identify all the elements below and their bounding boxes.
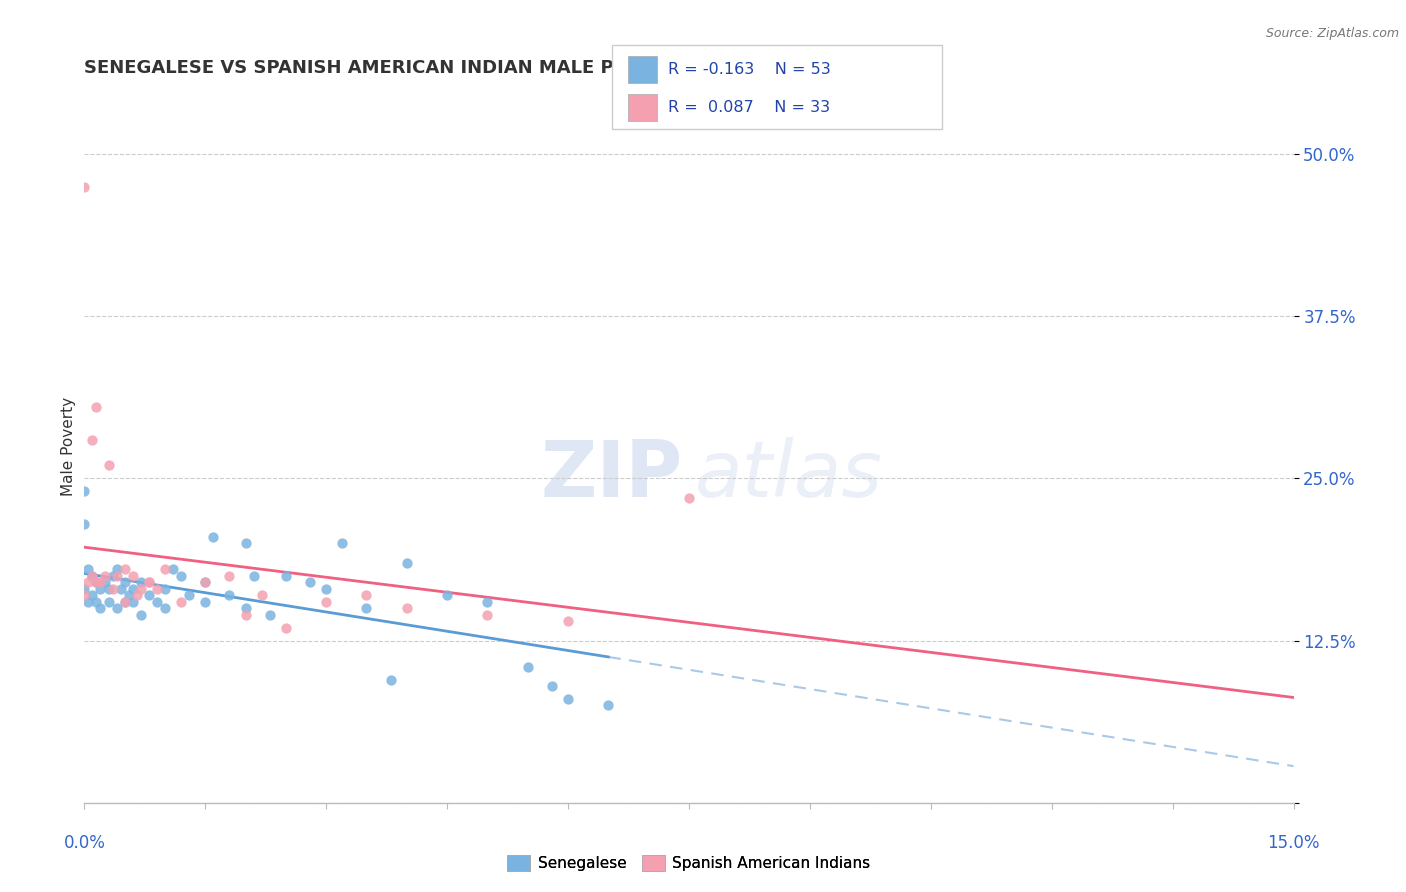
Point [557,614,579,628]
Point [557,692,579,706]
Point [235,607,257,622]
Point [77,595,100,609]
Point [395,556,418,570]
Point [114,575,136,590]
Point [153,582,176,596]
Point [105,562,128,576]
Point [356,601,378,615]
Point [86,575,108,590]
Point [153,562,176,576]
Point [82,433,104,447]
Point [105,601,128,615]
Point [259,607,281,622]
Point [73,588,96,602]
Point [114,595,136,609]
Point [73,582,96,596]
Point [89,582,111,596]
Point [541,679,564,693]
Point [170,568,193,582]
Point [93,575,115,590]
Point [315,595,337,609]
Point [315,582,337,596]
Point [121,595,143,609]
Point [86,575,108,590]
Point [129,575,152,590]
Point [89,575,111,590]
Point [121,568,143,582]
Point [101,582,124,596]
Point [202,530,225,544]
Point [516,659,538,673]
Point [162,562,184,576]
Point [118,588,141,602]
Point [678,491,700,505]
Text: 0.0%: 0.0% [63,834,105,852]
Point [194,575,217,590]
Point [194,575,217,590]
Point [299,575,322,590]
Point [93,568,115,582]
Point [138,588,160,602]
Point [356,588,378,602]
Point [250,588,273,602]
Point [77,562,100,576]
Legend: Senegalese, Spanish American Indians: Senegalese, Spanish American Indians [501,849,877,877]
Point [89,601,111,615]
Point [82,568,104,582]
Point [77,575,100,590]
Point [235,536,257,550]
Point [110,582,132,596]
Point [97,458,120,473]
Point [97,595,120,609]
Point [73,179,96,194]
Point [138,575,160,590]
Point [114,562,136,576]
Text: atlas: atlas [695,436,883,513]
Point [330,536,353,550]
Text: SENEGALESE VS SPANISH AMERICAN INDIAN MALE POVERTY CORRELATION CHART: SENEGALESE VS SPANISH AMERICAN INDIAN MA… [84,59,915,77]
Point [274,621,297,635]
Point [477,595,499,609]
Point [86,400,108,414]
Point [380,673,402,687]
Point [153,601,176,615]
Point [242,568,264,582]
Point [477,607,499,622]
Point [105,568,128,582]
Point [194,595,217,609]
Point [179,588,201,602]
Point [82,588,104,602]
Point [86,595,108,609]
Text: 15.0%: 15.0% [1267,834,1320,852]
Point [218,568,240,582]
Point [114,595,136,609]
Y-axis label: Male Poverty: Male Poverty [60,396,76,496]
Point [97,582,120,596]
Point [73,484,96,499]
Point [218,588,240,602]
Point [235,601,257,615]
Text: R = -0.163    N = 53: R = -0.163 N = 53 [668,62,831,77]
Point [598,698,620,713]
Point [121,582,143,596]
Point [170,595,193,609]
Point [82,568,104,582]
Point [129,607,152,622]
Point [125,588,148,602]
Point [138,575,160,590]
Point [101,568,124,582]
Point [146,582,169,596]
Point [129,582,152,596]
Text: R =  0.087    N = 33: R = 0.087 N = 33 [668,100,830,115]
Point [73,516,96,531]
Point [436,588,458,602]
Text: Source: ZipAtlas.com: Source: ZipAtlas.com [1265,27,1399,40]
Point [274,568,297,582]
Point [146,595,169,609]
Point [395,601,418,615]
Text: ZIP: ZIP [541,436,683,513]
